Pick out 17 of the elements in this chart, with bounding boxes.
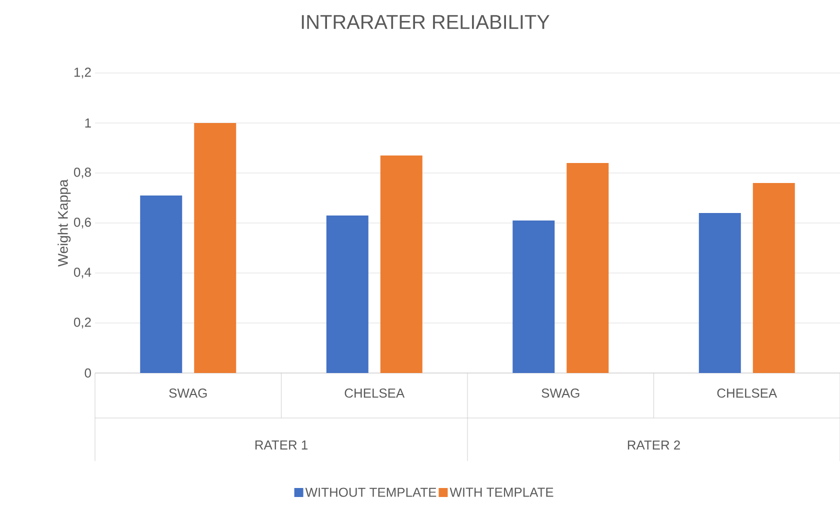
x-tick-label: SWAG [542, 388, 580, 398]
legend-label: WITH TEMPLATE [450, 488, 554, 497]
y-tick-label: 0 [84, 368, 91, 378]
x-tick-label: SWAG [169, 388, 207, 398]
y-tick-label: 0,6 [74, 218, 91, 228]
y-tick-label: 1 [85, 118, 91, 128]
text: RATER 1 [255, 440, 308, 450]
y-tick-label: 1,2 [74, 68, 91, 78]
y-tick-label: 0,8 [74, 168, 91, 178]
x-tick-label: CHELSEA [344, 388, 405, 398]
legend-label: WITHOUT TEMPLATE [305, 488, 436, 497]
y-axis-title: Weight Kappa [58, 179, 71, 267]
x-tick-label: CHELSEA [717, 388, 778, 398]
text: RATER 2 [628, 440, 680, 450]
y-tick-label: 0,2 [74, 318, 91, 328]
chart-title: INTRARATER RELIABILITY [302, 15, 550, 29]
y-tick-label: 0,4 [74, 268, 92, 278]
